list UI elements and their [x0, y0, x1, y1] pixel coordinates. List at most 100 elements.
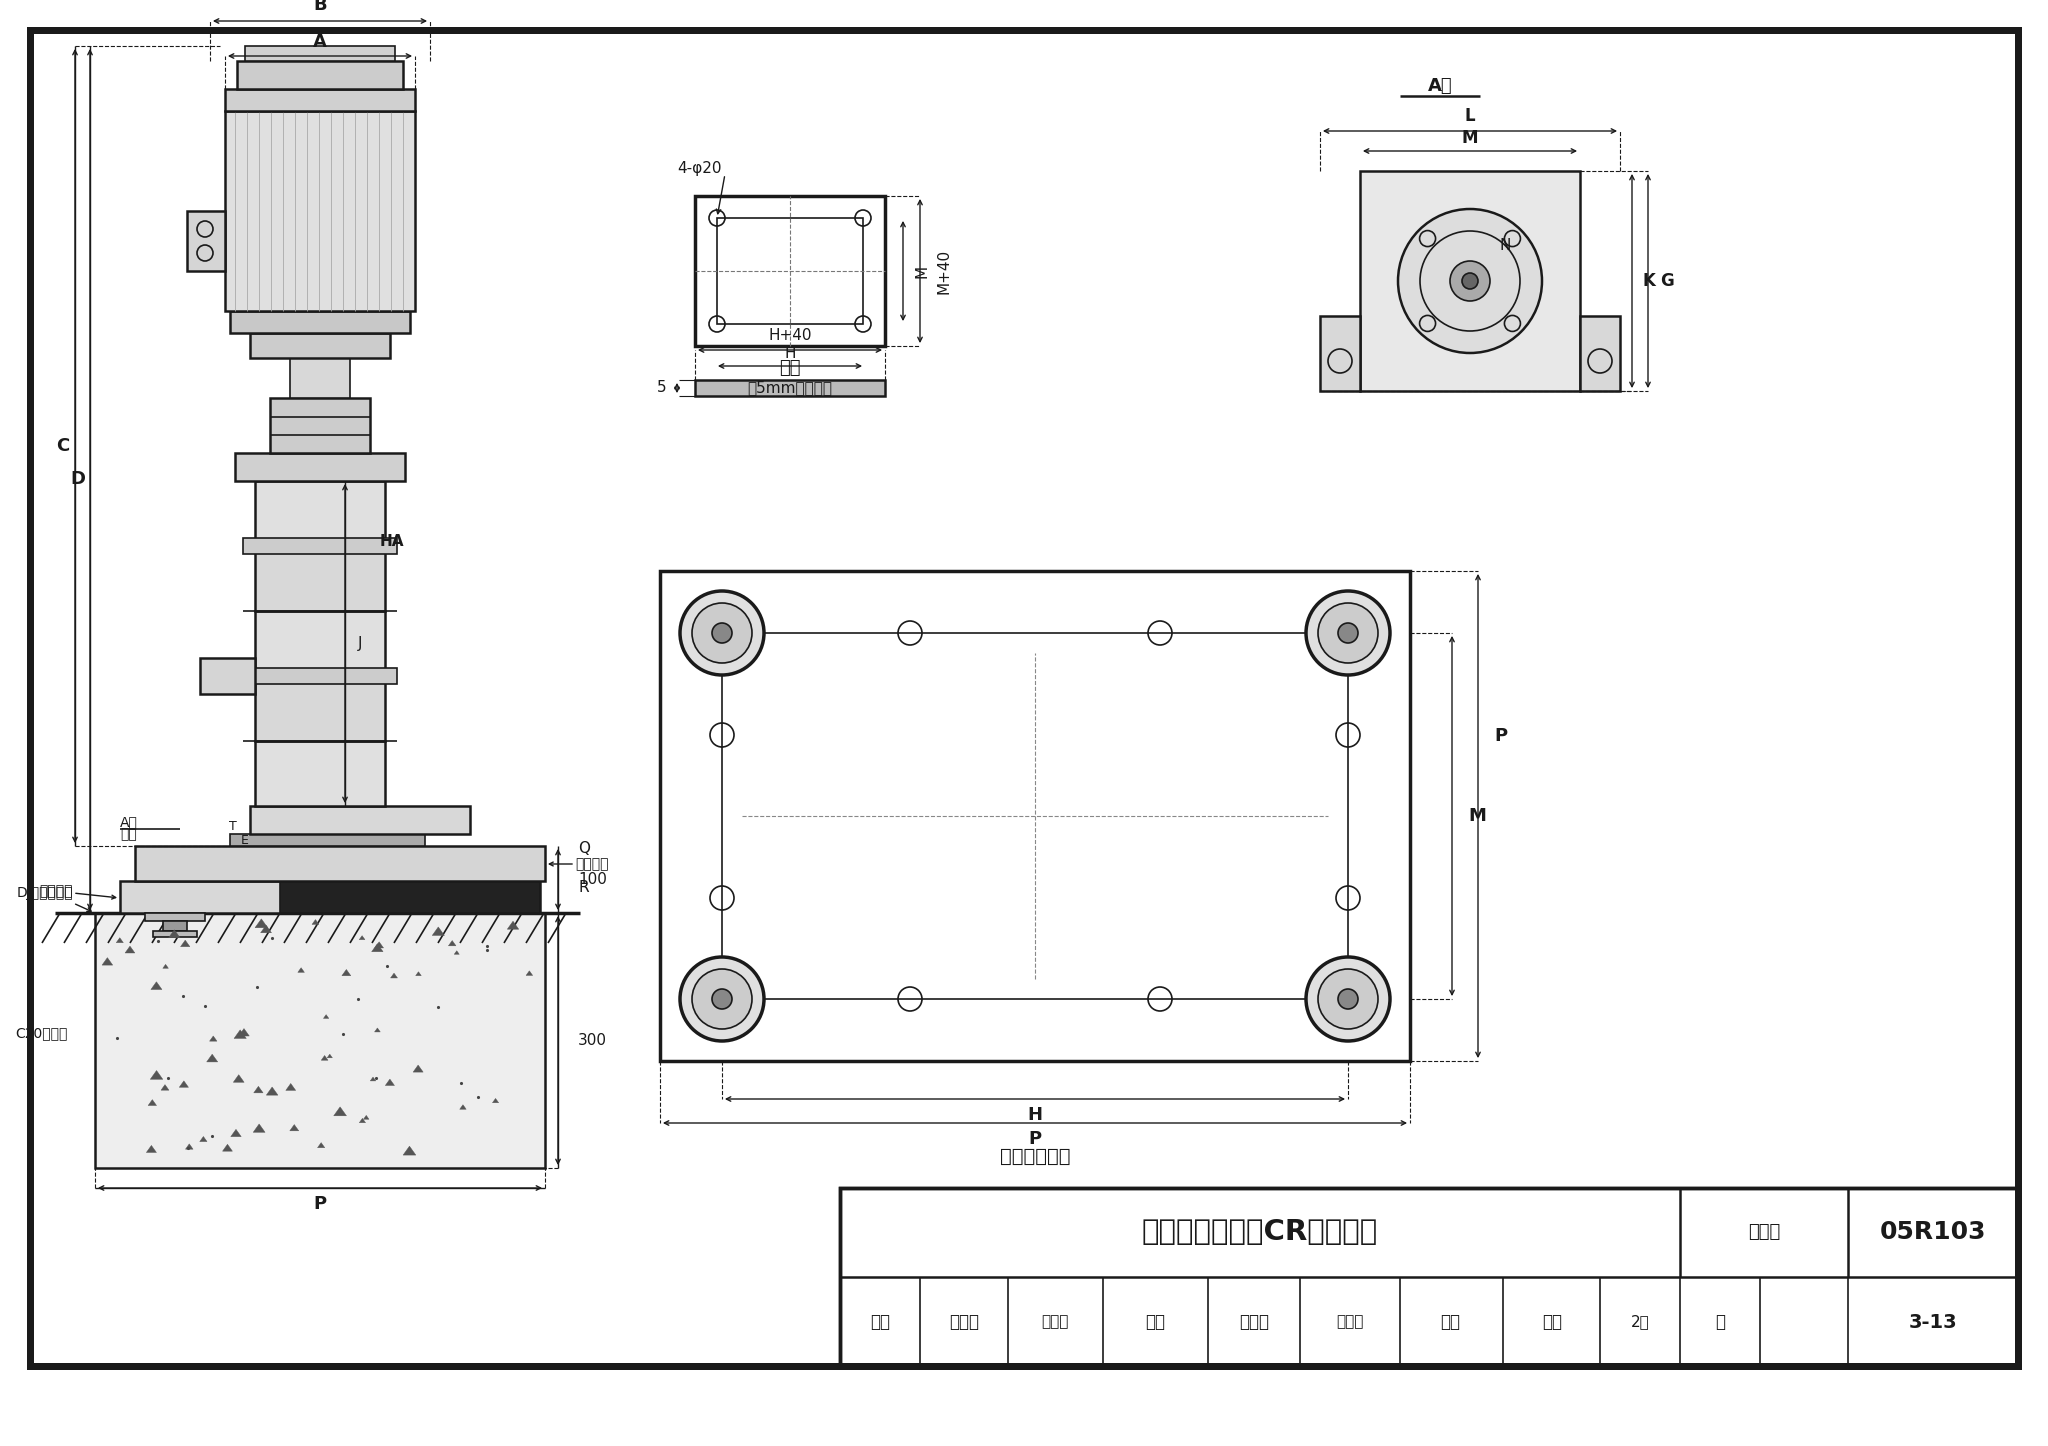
Polygon shape: [240, 1028, 250, 1035]
Bar: [256, 675, 385, 740]
Bar: [186, 211, 225, 270]
Polygon shape: [254, 1086, 262, 1093]
Text: M: M: [1462, 129, 1479, 147]
Text: 05R103: 05R103: [1880, 1220, 1987, 1244]
Text: B: B: [313, 0, 328, 14]
Circle shape: [1319, 969, 1378, 1030]
Polygon shape: [328, 1054, 332, 1058]
Polygon shape: [287, 1083, 295, 1090]
Polygon shape: [322, 1056, 328, 1060]
Text: 粉楼去: 粉楼去: [1335, 1314, 1364, 1329]
Text: Q: Q: [578, 842, 590, 856]
Text: 室内地坪: 室内地坪: [39, 884, 74, 898]
Text: C: C: [57, 437, 70, 455]
Bar: [659, 571, 1409, 1061]
Bar: [256, 612, 385, 675]
Circle shape: [680, 957, 764, 1041]
Text: A向: A向: [1427, 77, 1452, 95]
Polygon shape: [391, 973, 397, 977]
Polygon shape: [371, 944, 383, 951]
Polygon shape: [223, 1144, 231, 1151]
Polygon shape: [186, 1144, 193, 1150]
Polygon shape: [147, 1099, 156, 1106]
Bar: [270, 398, 371, 453]
Polygon shape: [317, 1142, 326, 1148]
Text: 郭育志: 郭育志: [1239, 1313, 1270, 1330]
Text: P: P: [313, 1194, 326, 1213]
Polygon shape: [342, 969, 350, 976]
Bar: [201, 658, 256, 694]
Polygon shape: [492, 1099, 498, 1103]
Polygon shape: [209, 1035, 217, 1041]
Text: 校对: 校对: [1145, 1313, 1165, 1330]
Bar: [256, 740, 385, 805]
Polygon shape: [289, 1125, 299, 1131]
Circle shape: [1307, 591, 1391, 675]
Bar: [694, 197, 885, 346]
Polygon shape: [180, 940, 190, 947]
Bar: [236, 453, 406, 482]
Text: H: H: [1028, 1106, 1042, 1124]
Polygon shape: [449, 940, 457, 946]
Polygon shape: [180, 1080, 188, 1087]
Text: K: K: [1642, 272, 1655, 291]
Polygon shape: [358, 936, 365, 940]
Text: （5mm厚钢板）: （5mm厚钢板）: [748, 380, 831, 396]
Text: L: L: [1464, 107, 1475, 124]
Text: 图集号: 图集号: [1747, 1223, 1780, 1241]
Polygon shape: [117, 937, 123, 943]
Polygon shape: [162, 964, 168, 969]
Bar: [1360, 171, 1579, 390]
Bar: [121, 881, 541, 912]
Circle shape: [680, 591, 764, 675]
Text: 2欣: 2欣: [1630, 1314, 1649, 1329]
Text: 立式多级离心泵CR型安装图: 立式多级离心泵CR型安装图: [1143, 1218, 1378, 1246]
Text: M: M: [1468, 807, 1487, 826]
Bar: [244, 538, 397, 554]
Bar: [225, 111, 416, 311]
Polygon shape: [385, 1079, 395, 1086]
Bar: [250, 333, 389, 359]
Text: A向: A向: [121, 816, 137, 829]
Bar: [246, 46, 395, 61]
Polygon shape: [416, 972, 422, 976]
Bar: [145, 912, 205, 921]
Text: P: P: [1493, 727, 1507, 745]
Bar: [256, 547, 385, 612]
Text: 3-13: 3-13: [1909, 1313, 1958, 1332]
Polygon shape: [260, 925, 272, 933]
Polygon shape: [526, 970, 532, 976]
Text: 垫板: 垫板: [121, 827, 137, 842]
Polygon shape: [207, 1054, 217, 1061]
Bar: [225, 90, 416, 111]
Polygon shape: [362, 1115, 369, 1119]
Text: H+40: H+40: [768, 328, 811, 344]
Bar: [694, 380, 885, 396]
Text: T: T: [229, 820, 238, 833]
Polygon shape: [233, 1074, 244, 1082]
Text: 审核: 审核: [870, 1313, 891, 1330]
Circle shape: [1319, 603, 1378, 664]
Polygon shape: [375, 1028, 381, 1032]
Text: A: A: [313, 33, 328, 51]
Text: C20砼基础: C20砼基础: [16, 1027, 68, 1040]
Circle shape: [713, 623, 731, 643]
Polygon shape: [102, 957, 113, 964]
Polygon shape: [311, 920, 319, 924]
Circle shape: [1337, 989, 1358, 1009]
Bar: [840, 1189, 2017, 1366]
Bar: [250, 805, 469, 834]
Text: D: D: [70, 470, 86, 489]
Polygon shape: [256, 918, 268, 928]
Polygon shape: [371, 1077, 375, 1082]
Polygon shape: [150, 1070, 162, 1079]
Text: M: M: [915, 265, 930, 278]
Text: HA: HA: [381, 534, 406, 548]
Text: 4-φ20: 4-φ20: [678, 161, 723, 175]
Polygon shape: [168, 930, 180, 938]
Text: 100: 100: [578, 872, 606, 886]
Text: 设计: 设计: [1440, 1313, 1460, 1330]
Polygon shape: [334, 1106, 346, 1116]
Text: 减振台座: 减振台座: [575, 857, 608, 870]
Circle shape: [1399, 210, 1542, 353]
